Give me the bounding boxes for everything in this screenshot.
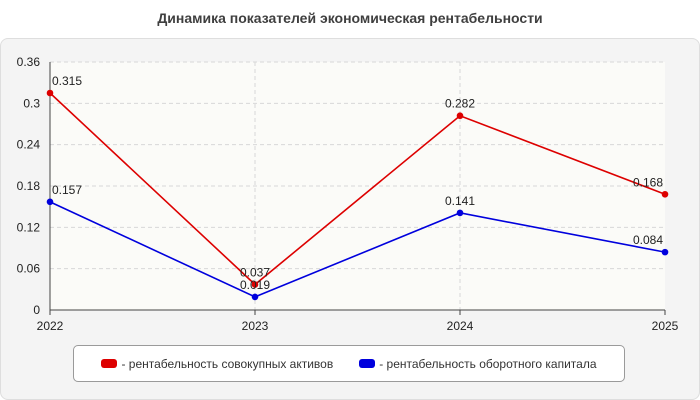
data-label: 0.282	[445, 97, 475, 111]
series-line-1	[49, 92, 666, 286]
data-label: 0.084	[633, 233, 663, 247]
y-tick-label: 0.12	[17, 220, 41, 234]
data-label: 0.168	[633, 175, 663, 189]
data-point	[46, 89, 54, 97]
y-tick-label: 0.24	[17, 138, 41, 152]
data-point	[251, 293, 259, 301]
data-label: 0.019	[240, 278, 270, 292]
legend-label-series-2: - рентабельность оборотного капитала	[379, 356, 597, 371]
data-point	[661, 248, 669, 256]
legend-item-series-1[interactable]: - рентабельность совокупных активов	[101, 357, 333, 371]
x-tick-label: 2022	[37, 319, 64, 333]
data-label: 0.157	[52, 183, 82, 197]
series-line-2	[49, 201, 666, 298]
data-label: 0.037	[240, 266, 270, 280]
x-tick-label: 2025	[652, 319, 679, 333]
y-tick-label: 0	[33, 303, 40, 317]
data-label: 0.315	[52, 74, 82, 88]
y-tick-label: 0.06	[17, 262, 41, 276]
legend-swatch-blue	[359, 359, 376, 368]
y-tick-label: 0.36	[17, 55, 41, 69]
data-label: 0.141	[445, 194, 475, 208]
x-tick-label: 2024	[447, 319, 474, 333]
data-point	[456, 209, 464, 217]
data-point	[661, 190, 669, 198]
chart-title: Динамика показателей экономическая рента…	[157, 10, 543, 26]
legend-label-series-1: - рентабельность совокупных активов	[121, 356, 334, 371]
legend: - рентабельность совокупных активов - ре…	[73, 345, 625, 382]
x-tick-label: 2023	[242, 319, 269, 333]
legend-swatch-red	[101, 359, 118, 368]
data-point	[456, 112, 464, 120]
y-tick-label: 0.3	[23, 96, 40, 110]
data-point	[46, 198, 54, 206]
legend-item-series-2[interactable]: - рентабельность оборотного капитала	[359, 356, 597, 371]
data-point	[251, 281, 259, 288]
y-tick-label: 0.18	[17, 179, 41, 193]
